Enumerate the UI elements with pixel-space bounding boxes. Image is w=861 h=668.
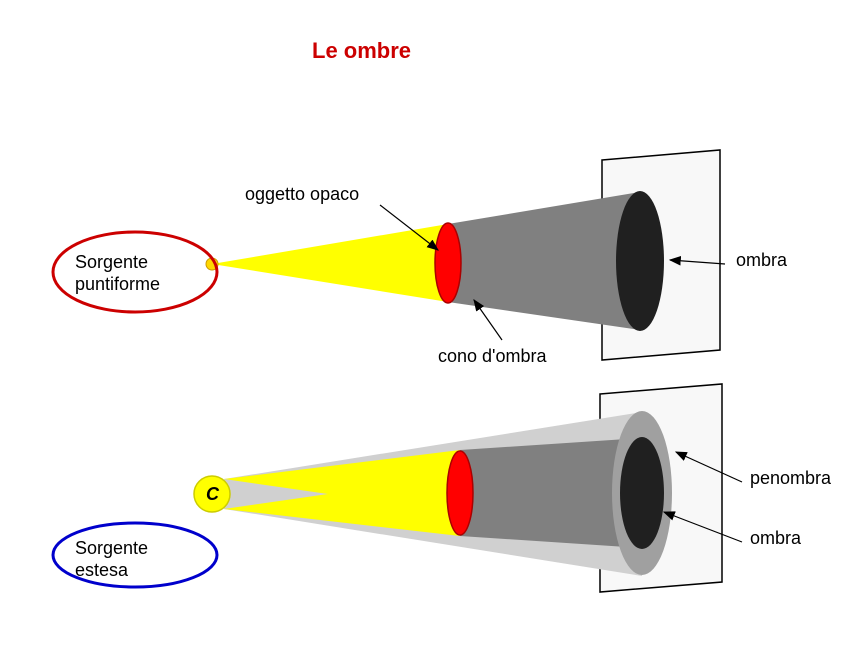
source-label-2-line1: Sorgente xyxy=(75,538,148,559)
diagram-point-source xyxy=(53,150,725,360)
label-oggetto-opaco: oggetto opaco xyxy=(245,184,359,205)
source-label-1-line1: Sorgente xyxy=(75,252,148,273)
source-label-2-line2: estesa xyxy=(75,560,128,581)
label-cono-ombra: cono d'ombra xyxy=(438,346,547,367)
source-label-1-line2: puntiforme xyxy=(75,274,160,295)
label-ombra-2: ombra xyxy=(750,528,801,549)
obstacle-1 xyxy=(435,223,461,303)
label-penombra: penombra xyxy=(750,468,831,489)
obstacle-2 xyxy=(447,451,473,535)
label-C: C xyxy=(206,484,219,505)
diagram-extended-source xyxy=(53,384,742,592)
shadows-diagram xyxy=(0,0,861,668)
label-ombra-1: ombra xyxy=(736,250,787,271)
umbra-ellipse xyxy=(620,437,664,549)
shadow-cone-1 xyxy=(448,192,640,330)
shadow-ellipse-1 xyxy=(616,191,664,331)
light-cone-1 xyxy=(212,224,448,302)
